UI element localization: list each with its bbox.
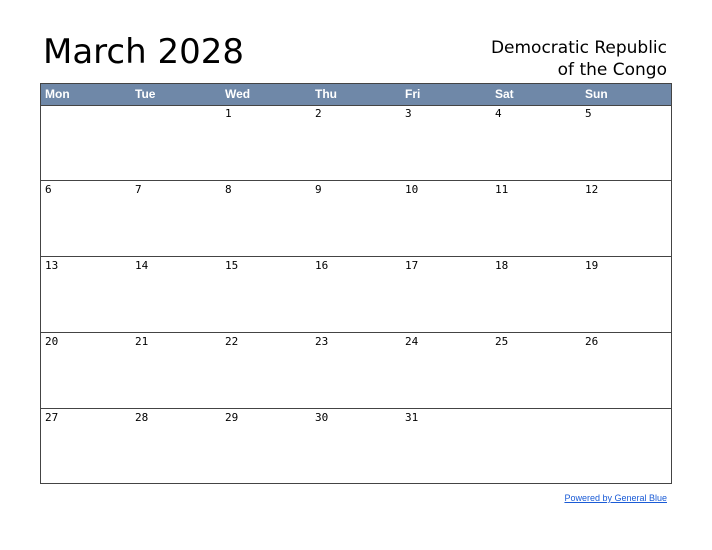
day-cell: 11	[491, 181, 581, 256]
day-cell: 3	[401, 105, 491, 180]
country-line-2: of the Congo	[557, 60, 667, 80]
day-number: 26	[585, 335, 599, 348]
page-title: March 2028	[43, 32, 244, 72]
week-row: 13 14 15 16 17 18 19	[41, 257, 671, 333]
day-cell: 27	[41, 409, 131, 485]
week-row: 20 21 22 23 24 25 26	[41, 333, 671, 409]
day-cell	[41, 105, 131, 180]
day-cell: 6	[41, 181, 131, 256]
day-cell: 16	[311, 257, 401, 332]
day-cell: 29	[221, 409, 311, 485]
day-cell: 14	[131, 257, 221, 332]
day-cell	[491, 409, 581, 485]
day-cell: 25	[491, 333, 581, 408]
day-cell: 12	[581, 181, 671, 256]
day-cell: 2	[311, 105, 401, 180]
day-cell: 7	[131, 181, 221, 256]
day-cell: 9	[311, 181, 401, 256]
day-number: 18	[495, 259, 509, 272]
day-number: 13	[45, 259, 59, 272]
day-number: 8	[225, 183, 232, 196]
day-number: 20	[45, 335, 59, 348]
day-cell: 5	[581, 105, 671, 180]
weekday-fri: Fri	[405, 87, 421, 101]
day-number: 31	[405, 411, 419, 424]
weekday-mon: Mon	[45, 87, 70, 101]
day-number: 19	[585, 259, 599, 272]
day-number: 29	[225, 411, 239, 424]
day-number: 27	[45, 411, 59, 424]
day-cell: 4	[491, 105, 581, 180]
day-cell: 18	[491, 257, 581, 332]
day-cell: 17	[401, 257, 491, 332]
day-cell: 28	[131, 409, 221, 485]
day-number: 22	[225, 335, 239, 348]
day-cell: 13	[41, 257, 131, 332]
day-number: 14	[135, 259, 149, 272]
day-number: 17	[405, 259, 419, 272]
day-number: 23	[315, 335, 329, 348]
day-cell: 22	[221, 333, 311, 408]
week-row: 27 28 29 30 31	[41, 409, 671, 485]
day-number: 5	[585, 107, 592, 120]
day-number: 7	[135, 183, 142, 196]
day-number: 6	[45, 183, 52, 196]
week-row: 1 2 3 4 5	[41, 105, 671, 181]
week-row: 6 7 8 9 10 11 12	[41, 181, 671, 257]
day-number: 11	[495, 183, 509, 196]
day-cell	[131, 105, 221, 180]
day-cell: 21	[131, 333, 221, 408]
day-number: 30	[315, 411, 329, 424]
day-cell: 20	[41, 333, 131, 408]
day-number: 1	[225, 107, 232, 120]
day-number: 21	[135, 335, 149, 348]
day-number: 3	[405, 107, 412, 120]
day-number: 25	[495, 335, 509, 348]
powered-by-link[interactable]: Powered by General Blue	[564, 493, 667, 503]
weekday-sun: Sun	[585, 87, 608, 101]
calendar-grid: Mon Tue Wed Thu Fri Sat Sun 1 2 3 4 5 6 …	[40, 83, 672, 484]
day-cell: 23	[311, 333, 401, 408]
day-number: 2	[315, 107, 322, 120]
day-cell: 8	[221, 181, 311, 256]
weekday-header-row: Mon Tue Wed Thu Fri Sat Sun	[41, 84, 671, 106]
day-cell: 30	[311, 409, 401, 485]
weekday-thu: Thu	[315, 87, 337, 101]
day-cell: 24	[401, 333, 491, 408]
day-number: 10	[405, 183, 419, 196]
country-name: Democratic Republic of the Congo	[407, 37, 667, 81]
day-number: 15	[225, 259, 239, 272]
day-number: 24	[405, 335, 419, 348]
day-number: 28	[135, 411, 149, 424]
country-line-1: Democratic Republic	[490, 38, 667, 58]
day-number: 16	[315, 259, 329, 272]
day-cell: 1	[221, 105, 311, 180]
weekday-wed: Wed	[225, 87, 251, 101]
day-cell: 26	[581, 333, 671, 408]
day-cell	[581, 409, 671, 485]
day-cell: 15	[221, 257, 311, 332]
day-number: 9	[315, 183, 322, 196]
weekday-sat: Sat	[495, 87, 514, 101]
day-cell: 19	[581, 257, 671, 332]
day-number: 4	[495, 107, 502, 120]
day-cell: 10	[401, 181, 491, 256]
day-cell: 31	[401, 409, 491, 485]
weekday-tue: Tue	[135, 87, 156, 101]
day-number: 12	[585, 183, 599, 196]
